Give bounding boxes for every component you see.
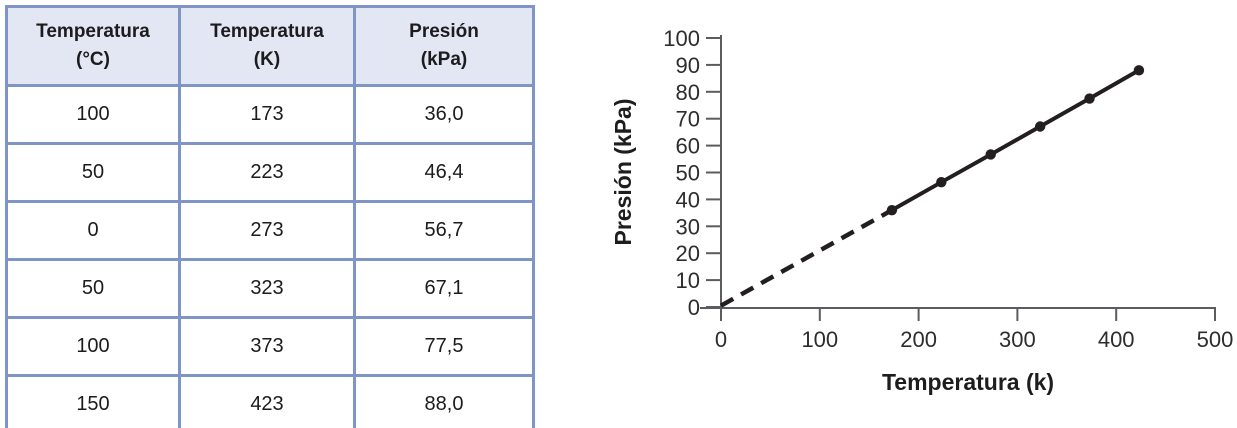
col-header-presion-kpa: Presión (kPa) [353, 5, 535, 87]
table-cell: 56,7 [353, 200, 535, 261]
y-tick-label: 50 [676, 161, 700, 186]
col-header-temperatura-c: Temperatura (°C) [5, 5, 181, 87]
table-cell: 36,0 [353, 84, 535, 145]
x-tick-label: 400 [1098, 327, 1135, 352]
y-tick-label: 60 [676, 134, 700, 159]
data-point [1133, 65, 1145, 76]
table-cell: 273 [178, 200, 356, 261]
y-tick-label: 30 [676, 214, 700, 239]
pressure-temperature-table: Temperatura (°C) Temperatura (K) Presión… [5, 5, 535, 428]
x-tick-label: 100 [801, 327, 838, 352]
table-cell: 173 [178, 84, 356, 145]
data-point [1034, 121, 1046, 132]
table-cell: 100 [5, 84, 181, 145]
table-cell: 50 [5, 142, 181, 203]
col-header-temperatura-k: Temperatura (K) [178, 5, 356, 87]
x-tick-label: 300 [999, 327, 1036, 352]
x-tick-label: 200 [900, 327, 937, 352]
table-row: 100 373 77,5 [5, 316, 535, 377]
table-row: 50 223 46,4 [5, 142, 535, 203]
x-axis-title: Temperatura (k) [882, 369, 1054, 395]
table-cell: 46,4 [353, 142, 535, 203]
table-cell: 223 [178, 142, 356, 203]
table-cell: 150 [5, 374, 181, 428]
y-tick-label: 80 [676, 80, 700, 105]
table-cell: 67,1 [353, 258, 535, 319]
table-row: 150 423 88,0 [5, 374, 535, 428]
y-tick-label: 100 [663, 26, 700, 51]
x-tick-label: 500 [1197, 327, 1234, 352]
y-axis-title: Presión (kPa) [610, 99, 636, 246]
y-tick-label: 0 [688, 295, 700, 320]
y-tick-label: 70 [676, 107, 700, 132]
table-cell: 88,0 [353, 374, 535, 428]
table-row: 100 173 36,0 [5, 84, 535, 145]
table-cell: 0 [5, 200, 181, 261]
table-body: 100 173 36,0 50 223 46,4 0 273 56,7 50 323 67,1 100 3… [5, 84, 535, 428]
table-header-row: Temperatura (°C) Temperatura (K) Presión… [5, 5, 535, 87]
table-cell: 100 [5, 316, 181, 377]
table-cell: 373 [178, 316, 356, 377]
data-point [985, 149, 996, 160]
data-point [936, 176, 947, 188]
data-line [890, 68, 1140, 212]
table-cell: 423 [178, 374, 356, 428]
table-cell: 323 [178, 258, 356, 319]
data-point [1084, 93, 1095, 104]
x-tick-label: 0 [715, 327, 727, 352]
extrapolated-dashed-line [719, 208, 894, 308]
table-row: 0 273 56,7 [5, 200, 535, 261]
y-tick-label: 10 [676, 268, 700, 293]
y-tick-label: 20 [676, 241, 700, 266]
y-tick-label: 90 [676, 53, 700, 78]
table-cell: 77,5 [353, 316, 535, 377]
y-tick-label: 40 [676, 187, 700, 212]
table-row: 50 323 67,1 [5, 258, 535, 319]
table-header: Temperatura (°C) Temperatura (K) Presión… [5, 5, 535, 87]
table-cell: 50 [5, 258, 181, 319]
